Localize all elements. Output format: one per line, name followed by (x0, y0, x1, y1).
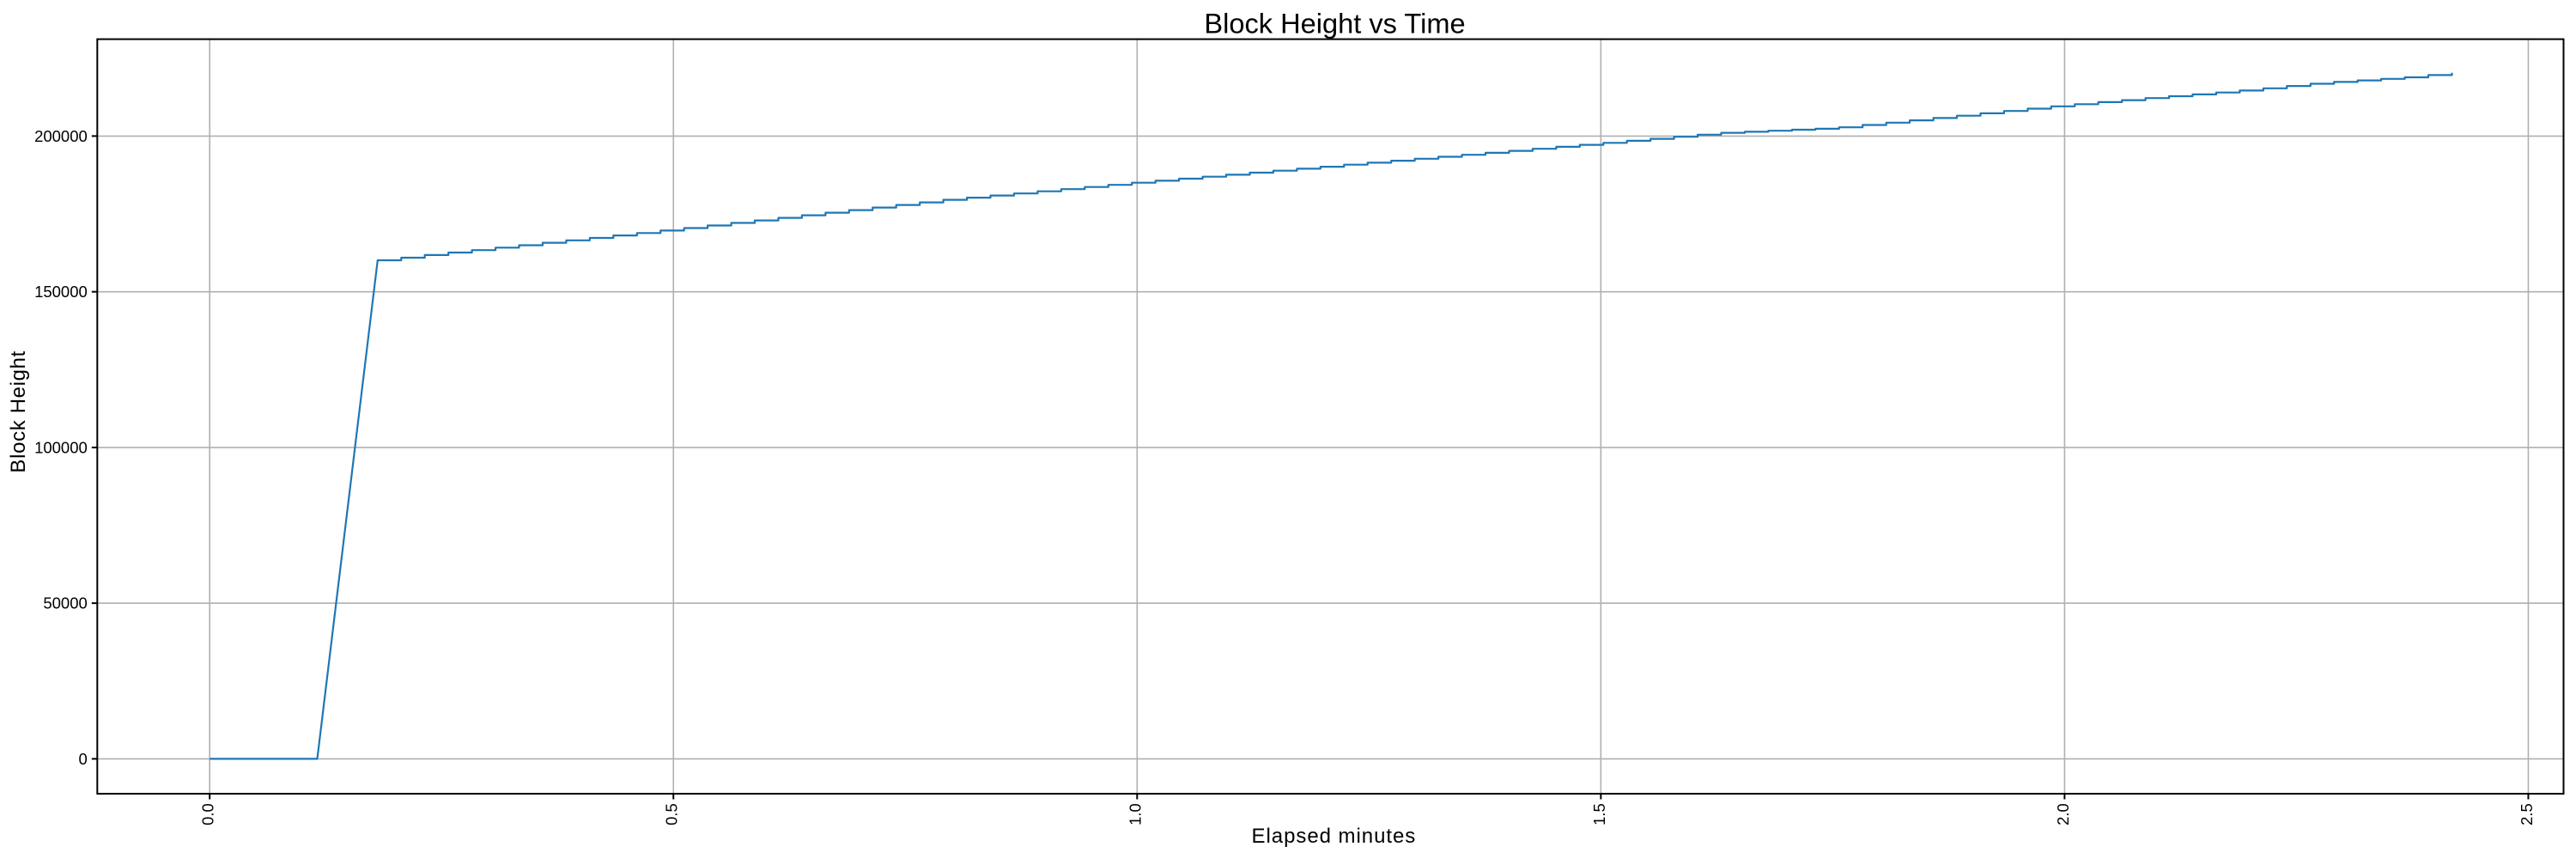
svg-text:Block Height: Block Height (7, 350, 30, 473)
svg-text:50000: 50000 (43, 594, 87, 612)
svg-text:1.5: 1.5 (1590, 803, 1608, 825)
svg-text:Elapsed minutes: Elapsed minutes (1252, 825, 1417, 848)
svg-text:0.5: 0.5 (663, 803, 681, 825)
svg-text:150000: 150000 (34, 283, 88, 301)
svg-text:2.5: 2.5 (2518, 803, 2536, 825)
svg-text:200000: 200000 (34, 127, 88, 145)
svg-text:1.0: 1.0 (1127, 803, 1145, 825)
svg-text:0.0: 0.0 (199, 803, 217, 825)
svg-text:2.0: 2.0 (2054, 803, 2072, 825)
svg-text:Block Height vs Time: Block Height vs Time (1204, 7, 1465, 39)
svg-text:100000: 100000 (34, 438, 88, 456)
svg-text:0: 0 (79, 750, 88, 768)
